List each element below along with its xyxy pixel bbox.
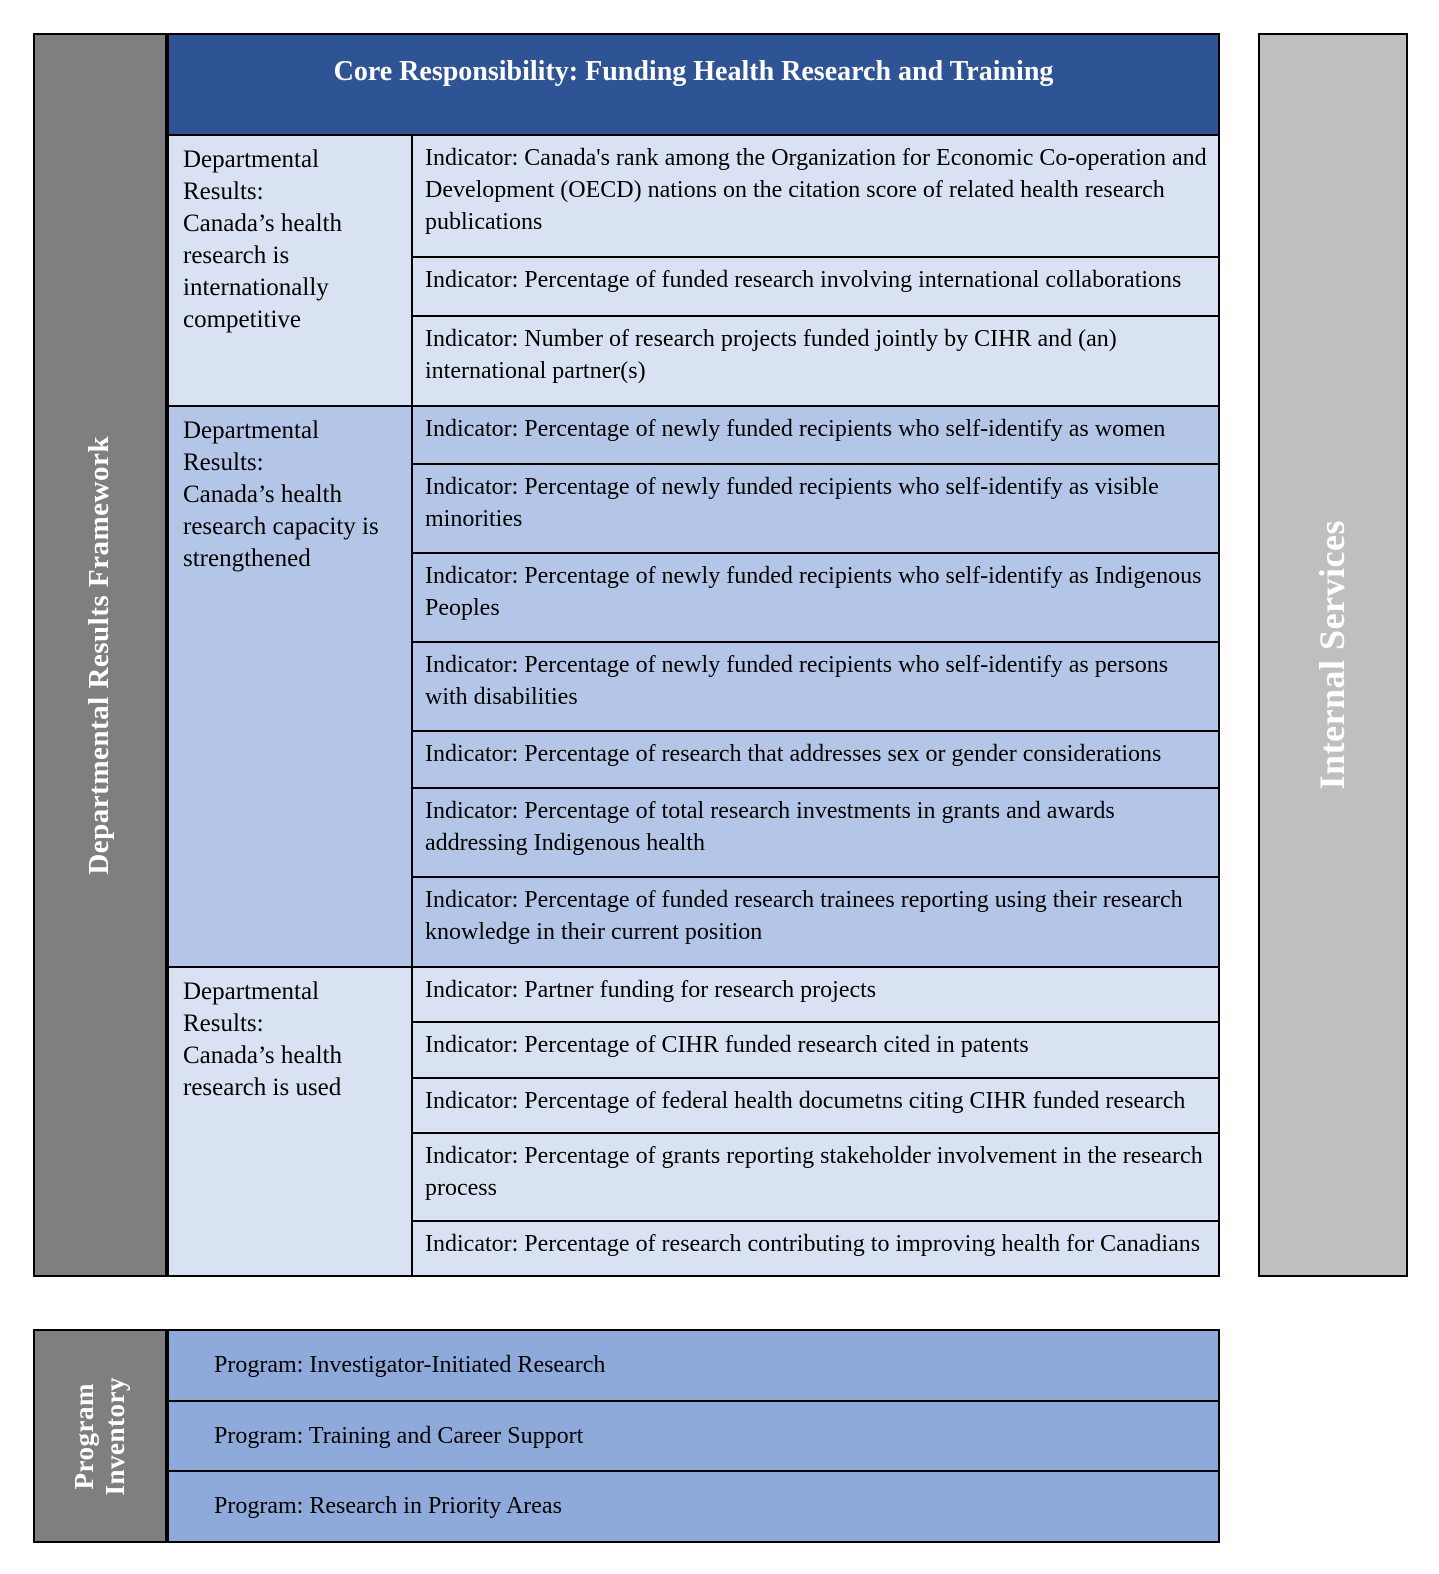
indicator-cell: Indicator: Percentage of newly funded re… — [413, 551, 1218, 641]
indicator-cell: Indicator: Percentage of federal health … — [413, 1076, 1218, 1132]
result-section: Departmental Results: Canada’s health re… — [169, 965, 1218, 1275]
indicator-cell: Indicator: Percentage of grants reportin… — [413, 1132, 1218, 1219]
indicator-list: Indicator: Partner funding for research … — [413, 968, 1218, 1275]
indicator-cell: Indicator: Percentage of total research … — [413, 787, 1218, 876]
indicator-cell: Indicator: Percentage of CIHR funded res… — [413, 1021, 1218, 1076]
indicator-cell: Indicator: Number of research projects f… — [413, 314, 1218, 405]
internal-services-label: Internal Services — [1312, 520, 1353, 790]
core-responsibility-title: Core Responsibility: Funding Health Rese… — [333, 55, 1054, 87]
program-inventory-label: Program Inventory — [68, 1376, 130, 1496]
core-responsibility-header: Core Responsibility: Funding Health Rese… — [169, 35, 1218, 136]
indicator-list: Indicator: Percentage of newly funded re… — [413, 407, 1218, 965]
indicator-cell: Indicator: Partner funding for research … — [425, 976, 877, 1003]
program-inventory-table: Program: Investigator-Initiated Research… — [167, 1329, 1220, 1543]
internal-services-bar: Internal Services — [1258, 33, 1408, 1277]
result-section: Departmental Results: Canada’s health re… — [169, 136, 1218, 406]
indicator-cell: Indicator: Percentage of newly funded re… — [413, 462, 1218, 552]
indicator-cell: Indicator: Percentage of funded research… — [413, 256, 1218, 314]
core-responsibility-table: Core Responsibility: Funding Health Rese… — [167, 33, 1220, 1277]
indicator-list: Indicator: Canada's rank among the Organ… — [413, 136, 1218, 405]
departmental-result-label: Departmental Results: Canada’s health re… — [169, 407, 413, 966]
indicator-cell: Indicator: Percentage of newly funded re… — [413, 640, 1218, 730]
program-row: Program: Investigator-Initiated Research — [169, 1331, 1218, 1400]
indicator-cell: Indicator: Percentage of research that a… — [413, 730, 1218, 787]
indicator-cell: Indicator: Percentage of research contri… — [413, 1219, 1218, 1275]
program-row: Program: Training and Career Support — [169, 1399, 1218, 1471]
result-section: Departmental Results: Canada’s health re… — [169, 405, 1218, 966]
drf-sections: Departmental Results: Canada’s health re… — [169, 136, 1218, 1275]
departmental-results-framework-bar: Departmental Results Framework — [33, 33, 167, 1277]
departmental-result-label: Departmental Results: Canada’s health re… — [169, 136, 413, 406]
departmental-results-framework-label: Departmental Results Framework — [83, 435, 116, 875]
program-row: Program: Research in Priority Areas — [169, 1470, 1218, 1542]
departmental-result-label: Departmental Results: Canada’s health re… — [169, 967, 413, 1275]
indicator-cell: Indicator: Percentage of funded research… — [413, 876, 1218, 965]
indicator-cell: Indicator: Canada's rank among the Organ… — [425, 145, 1207, 235]
indicator-cell: Indicator: Percentage of newly funded re… — [425, 416, 1166, 443]
program-inventory-bar: Program Inventory — [33, 1329, 167, 1543]
